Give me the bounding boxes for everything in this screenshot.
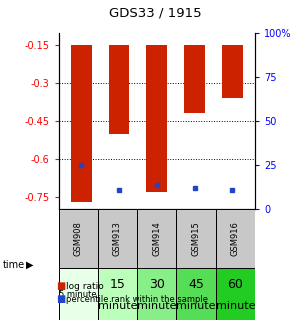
Bar <box>59 268 98 320</box>
Text: minute: minute <box>98 301 137 311</box>
Text: 5 minute: 5 minute <box>59 290 97 299</box>
Text: minute: minute <box>216 301 255 311</box>
Text: 60: 60 <box>227 278 243 291</box>
Bar <box>184 45 205 113</box>
Text: GDS33 / 1915: GDS33 / 1915 <box>109 7 202 20</box>
Bar <box>109 45 130 134</box>
Bar <box>146 45 167 192</box>
Text: GSM916: GSM916 <box>231 221 240 256</box>
Text: 30: 30 <box>149 278 165 291</box>
Bar <box>98 268 137 320</box>
Text: ▶: ▶ <box>25 260 33 270</box>
Text: log ratio: log ratio <box>66 282 104 291</box>
Text: ■: ■ <box>56 294 65 304</box>
Text: GSM914: GSM914 <box>152 221 161 256</box>
Bar <box>176 268 216 320</box>
Text: GSM908: GSM908 <box>74 221 83 256</box>
Text: time: time <box>3 260 25 270</box>
Text: ■: ■ <box>56 281 65 291</box>
Text: minute: minute <box>176 301 216 311</box>
Text: GSM913: GSM913 <box>113 221 122 256</box>
Text: minute: minute <box>137 301 176 311</box>
Bar <box>176 209 216 268</box>
Bar <box>222 45 243 98</box>
Bar <box>137 268 176 320</box>
Text: percentile rank within the sample: percentile rank within the sample <box>66 295 208 304</box>
Text: 15: 15 <box>110 278 125 291</box>
Bar <box>137 209 176 268</box>
Bar <box>216 209 255 268</box>
Text: GSM915: GSM915 <box>192 221 200 256</box>
Bar <box>59 209 98 268</box>
Bar <box>71 45 92 202</box>
Bar <box>98 209 137 268</box>
Bar <box>216 268 255 320</box>
Text: 45: 45 <box>188 278 204 291</box>
